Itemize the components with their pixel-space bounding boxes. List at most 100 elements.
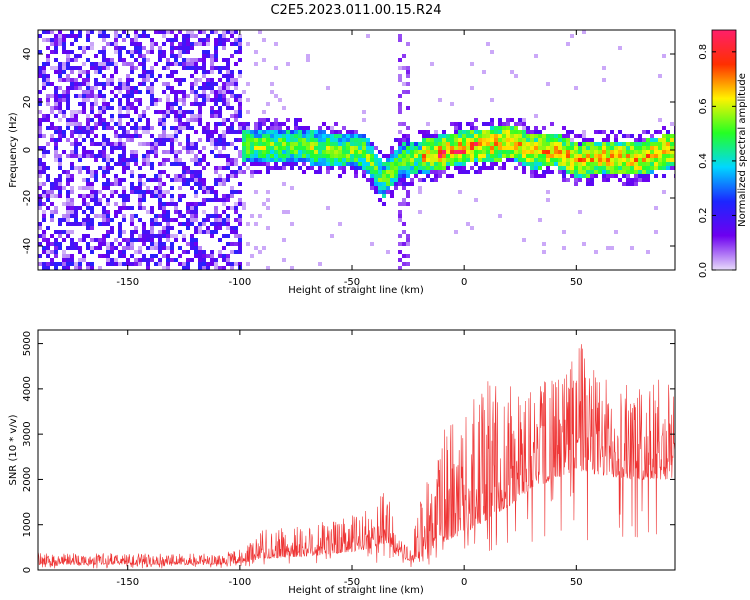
heat-cell [222,34,226,38]
heat-cell [134,230,138,234]
heat-cell [258,122,262,126]
heat-cell [190,178,194,182]
heat-cell [66,66,70,70]
heat-cell [194,238,198,242]
heat-cell [258,150,262,154]
heat-cell [562,126,566,130]
heat-cell [446,154,450,158]
heat-cell [98,90,102,94]
heat-cell [158,242,162,246]
heat-cell [130,186,134,190]
heat-cell [650,154,654,158]
heat-cell [562,178,566,182]
heat-cell [238,34,242,38]
heat-cell [78,222,82,226]
heat-cell [74,206,78,210]
heat-cell [378,190,382,194]
heat-cell [358,150,362,154]
heat-cell [234,170,238,174]
heat-cell [434,174,438,178]
heat-cell [122,190,126,194]
heat-cell [54,210,58,214]
heat-cell [554,146,558,150]
heat-cell [470,130,474,134]
heat-cell [298,130,302,134]
heat-cell [214,230,218,234]
heat-cell [110,82,114,86]
heat-cell [654,206,658,210]
heat-cell [230,78,234,82]
heat-cell [78,130,82,134]
heat-cell [278,154,282,158]
heat-cell [158,238,162,242]
heat-cell [66,58,70,62]
heat-cell [254,154,258,158]
heat-cell [666,162,670,166]
heat-cell [162,206,166,210]
heat-cell [110,142,114,146]
heat-cell [82,210,86,214]
heat-cell [218,34,222,38]
heat-cell [330,126,334,130]
heat-cell [634,162,638,166]
heat-cell [314,150,318,154]
heat-cell [314,170,318,174]
heat-cell [474,154,478,158]
heat-cell [70,66,74,70]
heat-cell [214,46,218,50]
heat-cell [470,138,474,142]
heat-cell [298,150,302,154]
heat-cell [186,210,190,214]
heat-cell [86,134,90,138]
heat-cell [50,30,54,34]
heat-cell [606,134,610,138]
heat-cell [246,110,250,114]
heat-cell [174,126,178,130]
heat-cell [62,214,66,218]
heat-cell [202,210,206,214]
heat-cell [178,254,182,258]
heat-cell [350,138,354,142]
heat-cell [118,250,122,254]
heat-cell [402,134,406,138]
heat-cell [242,162,246,166]
heat-cell [186,166,190,170]
heat-cell [62,258,66,262]
heat-cell [206,214,210,218]
heat-cell [666,134,670,138]
heat-cell [422,134,426,138]
heat-cell [574,134,578,138]
heat-cell [66,154,70,158]
heat-cell [458,122,462,126]
heat-cell [98,266,102,270]
heat-cell [402,142,406,146]
heat-cell [326,126,330,130]
heat-cell [122,30,126,34]
heat-cell [338,158,342,162]
heat-cell [102,50,106,54]
heat-cell [390,162,394,166]
heat-cell [642,138,646,142]
heat-cell [418,142,422,146]
heat-cell [222,182,226,186]
heat-cell [86,38,90,42]
heat-cell [58,78,62,82]
heat-cell [218,78,222,82]
heat-cell [54,50,58,54]
heat-cell [158,174,162,178]
heat-cell [94,142,98,146]
heat-cell [538,218,542,222]
heat-cell [562,158,566,162]
heat-cell [154,62,158,66]
heat-cell [662,146,666,150]
heat-cell [38,234,42,238]
heat-cell [526,154,530,158]
heat-cell [318,130,322,134]
heat-cell [418,170,422,174]
heat-cell [90,106,94,110]
heat-cell [146,78,150,82]
heat-cell [118,206,122,210]
heat-cell [246,130,250,134]
heat-cell [646,170,650,174]
heat-cell [598,158,602,162]
